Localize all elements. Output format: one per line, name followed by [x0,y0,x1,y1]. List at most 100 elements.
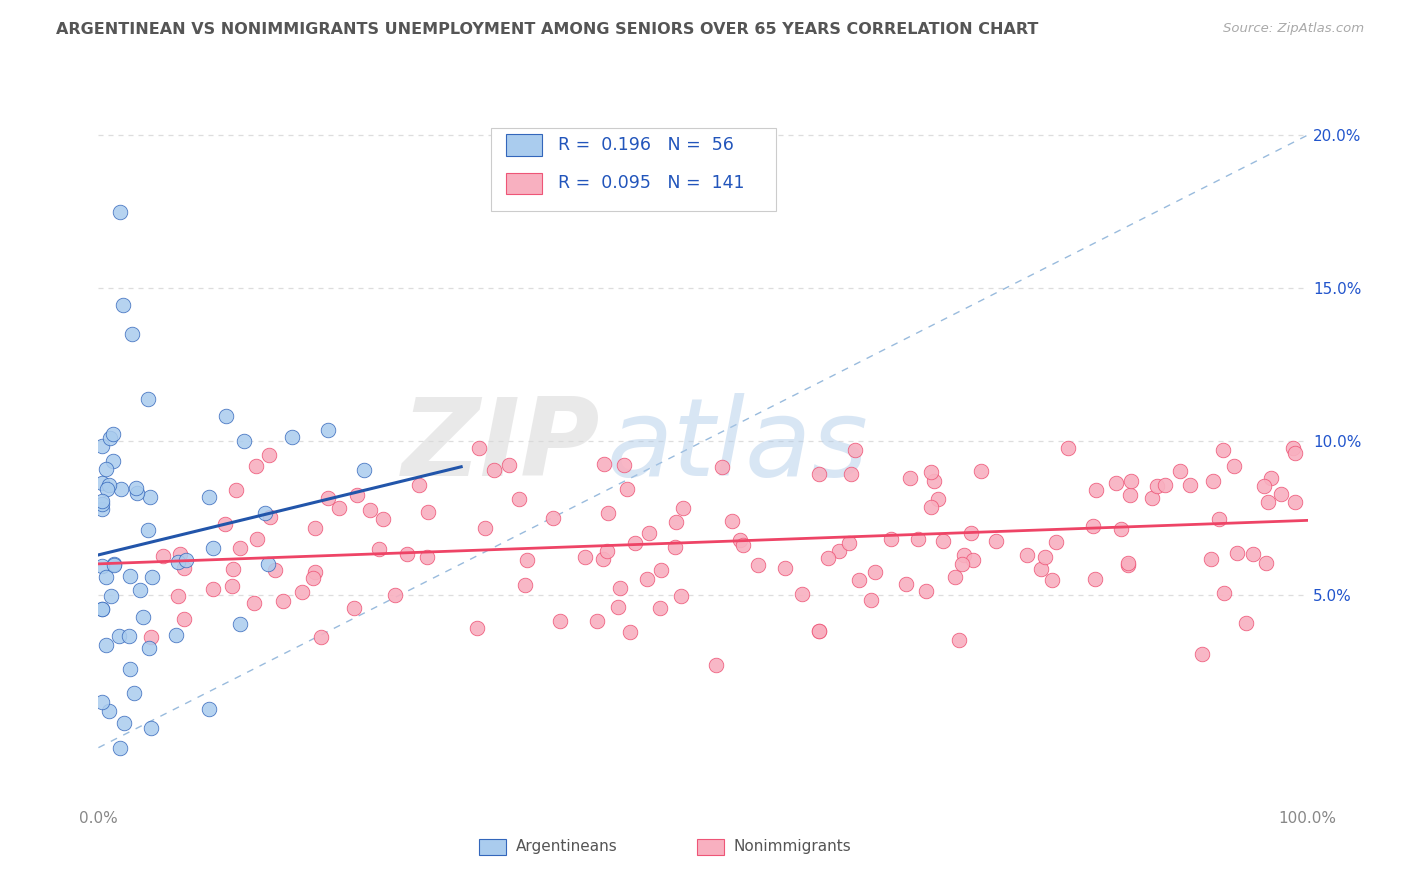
Point [907,532,929,546]
Text: R =  0.095   N =  141: R = 0.095 N = 141 [558,175,744,193]
Point [932,534,955,549]
Point [101,427,124,442]
Point [101,454,124,468]
Point [1253,479,1275,493]
Point [1256,556,1278,570]
Point [100,589,122,603]
Point [304,566,326,580]
Point [152,549,174,564]
Point [91,493,114,508]
Point [103,558,125,573]
Point [1199,552,1222,566]
Point [844,443,866,458]
Point [245,458,267,473]
Point [1017,548,1039,562]
Point [624,535,647,549]
Point [596,506,619,520]
Point [1282,441,1305,455]
Point [817,551,839,566]
Point [879,532,901,546]
Point [1084,572,1107,586]
Text: ZIP: ZIP [402,393,600,499]
Point [650,563,672,577]
Point [860,592,883,607]
Point [304,521,326,535]
FancyBboxPatch shape [492,128,776,211]
Point [384,588,406,602]
Point [118,629,141,643]
Point [264,563,287,577]
Point [215,409,238,423]
Point [129,582,152,597]
Point [731,538,754,552]
Point [127,486,149,500]
Point [91,502,114,516]
Point [418,504,440,518]
Point [585,614,607,628]
Point [242,596,264,610]
Point [1180,478,1202,492]
Point [574,549,596,564]
Point [373,512,395,526]
Point [94,462,117,476]
Point [508,491,530,506]
Point [96,482,118,496]
Text: atlas: atlas [606,393,868,499]
Point [343,601,366,615]
Point [1083,518,1105,533]
Text: Argentineans: Argentineans [516,838,617,854]
Point [984,534,1007,549]
Point [228,541,250,556]
Point [790,587,813,601]
Point [91,439,114,453]
Point [271,594,294,608]
Point [395,547,418,561]
Point [1208,512,1230,526]
Point [636,572,658,586]
Point [91,695,114,709]
Point [254,506,277,520]
Point [256,557,278,571]
Point [808,624,831,638]
Point [807,467,830,481]
Point [1146,478,1168,492]
Point [921,500,943,515]
Text: ARGENTINEAN VS NONIMMIGRANTS UNEMPLOYMENT AMONG SENIORS OVER 65 YEARS CORRELATIO: ARGENTINEAN VS NONIMMIGRANTS UNEMPLOYMEN… [56,22,1039,37]
Point [606,600,628,615]
Point [167,555,190,569]
Point [468,441,491,455]
Point [367,541,389,556]
Text: Nonimmigrants: Nonimmigrants [734,838,851,854]
Point [541,511,564,525]
Point [221,579,243,593]
Point [592,458,614,472]
Point [408,478,430,492]
Point [141,630,163,644]
Point [664,540,686,554]
Point [1202,475,1225,489]
Point [173,612,195,626]
Point [328,501,350,516]
Point [103,557,125,571]
FancyBboxPatch shape [506,173,543,194]
Point [619,624,641,639]
Point [166,589,188,603]
Point [669,589,692,603]
Point [353,463,375,477]
Point [257,448,280,462]
Point [136,523,159,537]
Point [943,570,966,584]
Point [592,552,614,566]
Point [1270,487,1292,501]
Point [316,423,339,437]
Point [228,617,250,632]
Point [108,204,131,219]
Point [1140,491,1163,506]
Point [948,632,970,647]
Point [291,585,314,599]
Point [1260,471,1282,485]
Point [225,483,247,497]
Point [1033,550,1056,565]
Point [91,602,114,616]
Point [704,658,727,673]
